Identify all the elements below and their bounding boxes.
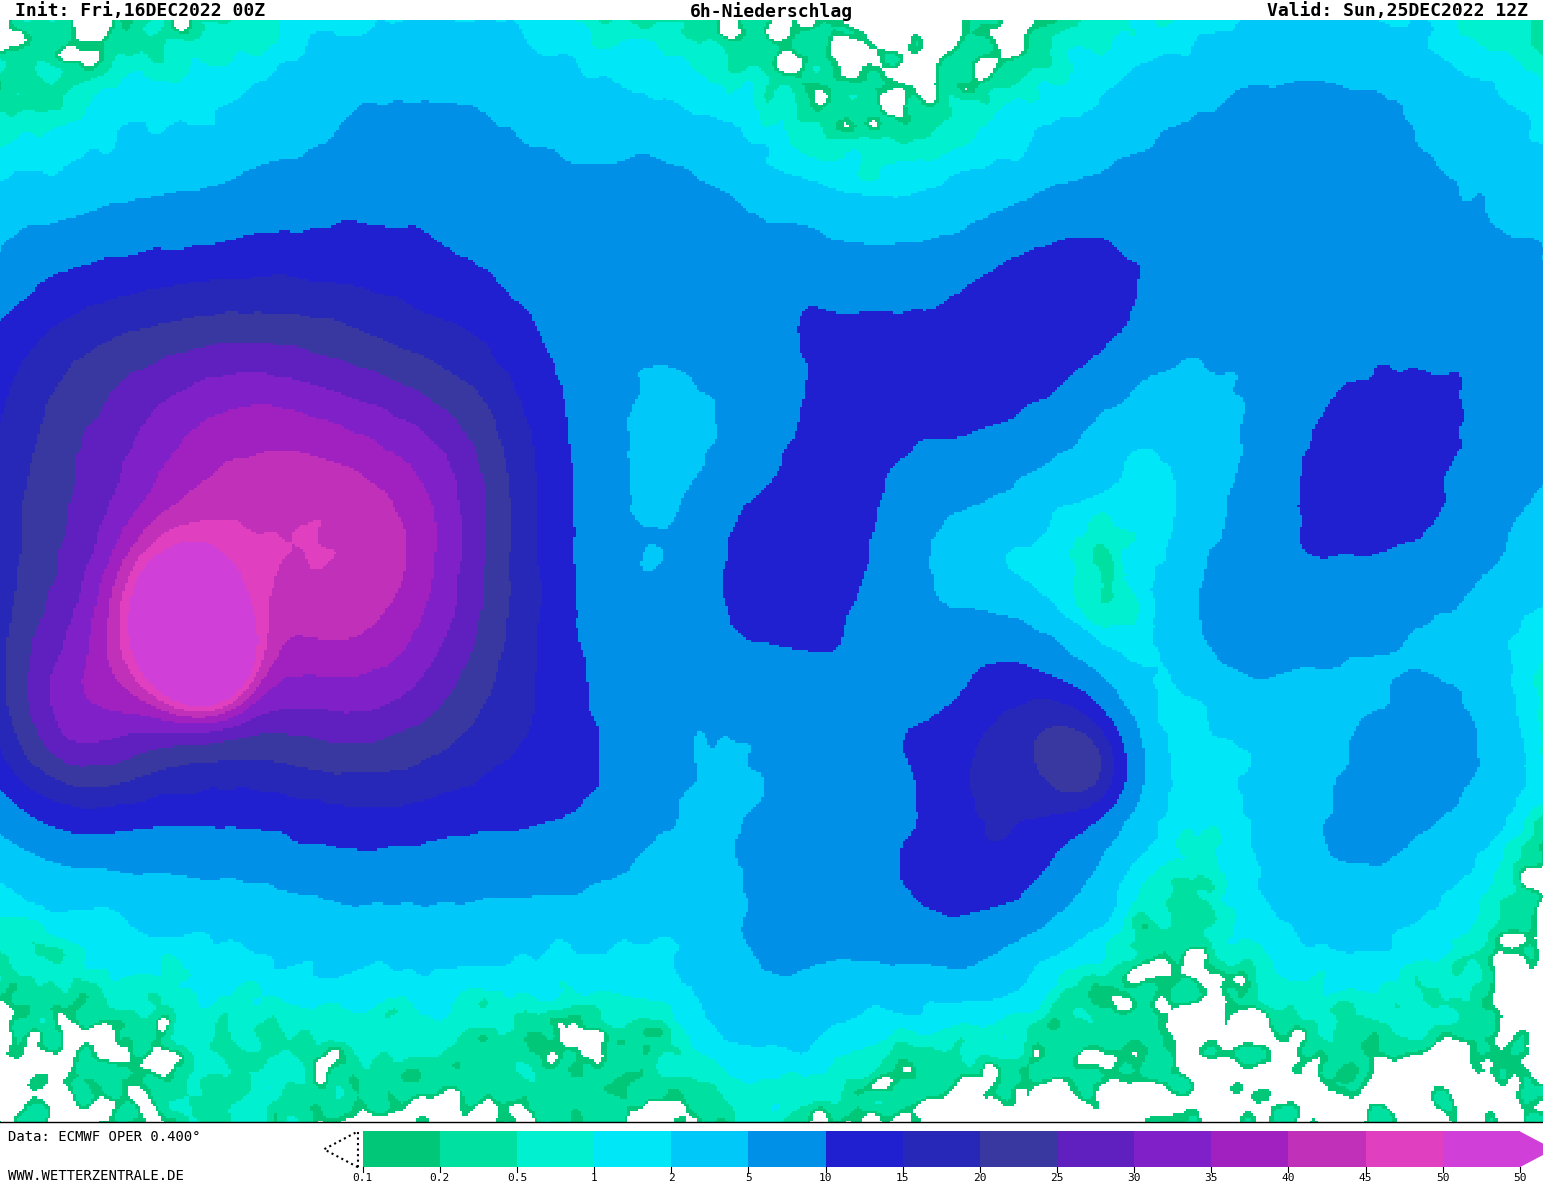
Bar — [363, 1132, 440, 1168]
Text: 20: 20 — [974, 1174, 986, 1183]
Bar — [980, 1132, 1057, 1168]
Text: 15: 15 — [896, 1174, 909, 1183]
Text: 40: 40 — [1282, 1174, 1295, 1183]
Bar — [903, 1132, 980, 1168]
Text: 6h-Niederschlag: 6h-Niederschlag — [690, 2, 853, 22]
Text: 50: 50 — [1514, 1174, 1526, 1183]
Text: 0.5: 0.5 — [506, 1174, 528, 1183]
Text: 10: 10 — [819, 1174, 832, 1183]
Text: 45: 45 — [1359, 1174, 1372, 1183]
Bar — [1443, 1132, 1520, 1168]
Bar — [1057, 1132, 1134, 1168]
Bar — [594, 1132, 671, 1168]
Bar — [1211, 1132, 1288, 1168]
Text: 1: 1 — [591, 1174, 597, 1183]
Text: 25: 25 — [1051, 1174, 1063, 1183]
Text: 2: 2 — [668, 1174, 674, 1183]
Text: 0.2: 0.2 — [429, 1174, 451, 1183]
Text: Data: ECMWF OPER 0.400°: Data: ECMWF OPER 0.400° — [8, 1130, 201, 1144]
Text: Init: Fri,16DEC2022 00Z: Init: Fri,16DEC2022 00Z — [15, 2, 265, 20]
Text: 30: 30 — [1128, 1174, 1140, 1183]
Text: WWW.WETTERZENTRALE.DE: WWW.WETTERZENTRALE.DE — [8, 1169, 184, 1183]
Bar — [748, 1132, 826, 1168]
Text: 0.1: 0.1 — [352, 1174, 373, 1183]
Bar — [1134, 1132, 1211, 1168]
Polygon shape — [1520, 1132, 1543, 1168]
Text: 35: 35 — [1205, 1174, 1217, 1183]
Bar — [440, 1132, 517, 1168]
Bar — [1366, 1132, 1443, 1168]
Bar — [671, 1132, 748, 1168]
Bar — [826, 1132, 903, 1168]
Bar — [517, 1132, 594, 1168]
Text: Valid: Sun,25DEC2022 12Z: Valid: Sun,25DEC2022 12Z — [1267, 2, 1528, 20]
Text: 5: 5 — [745, 1174, 751, 1183]
Text: 50: 50 — [1437, 1174, 1449, 1183]
Bar — [1288, 1132, 1366, 1168]
